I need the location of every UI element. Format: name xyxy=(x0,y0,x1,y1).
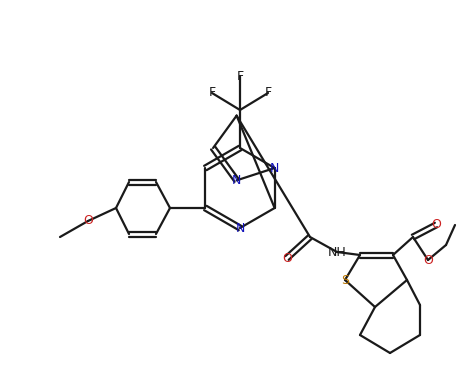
Text: N: N xyxy=(235,222,245,234)
Text: NH: NH xyxy=(328,245,346,259)
Text: O: O xyxy=(423,254,433,266)
Text: N: N xyxy=(270,161,280,175)
Text: F: F xyxy=(208,87,216,99)
Text: N: N xyxy=(232,174,241,187)
Text: S: S xyxy=(341,274,349,287)
Text: F: F xyxy=(264,87,272,99)
Text: F: F xyxy=(237,70,243,82)
Text: O: O xyxy=(83,214,93,228)
Text: O: O xyxy=(431,218,441,231)
Text: O: O xyxy=(282,251,292,265)
